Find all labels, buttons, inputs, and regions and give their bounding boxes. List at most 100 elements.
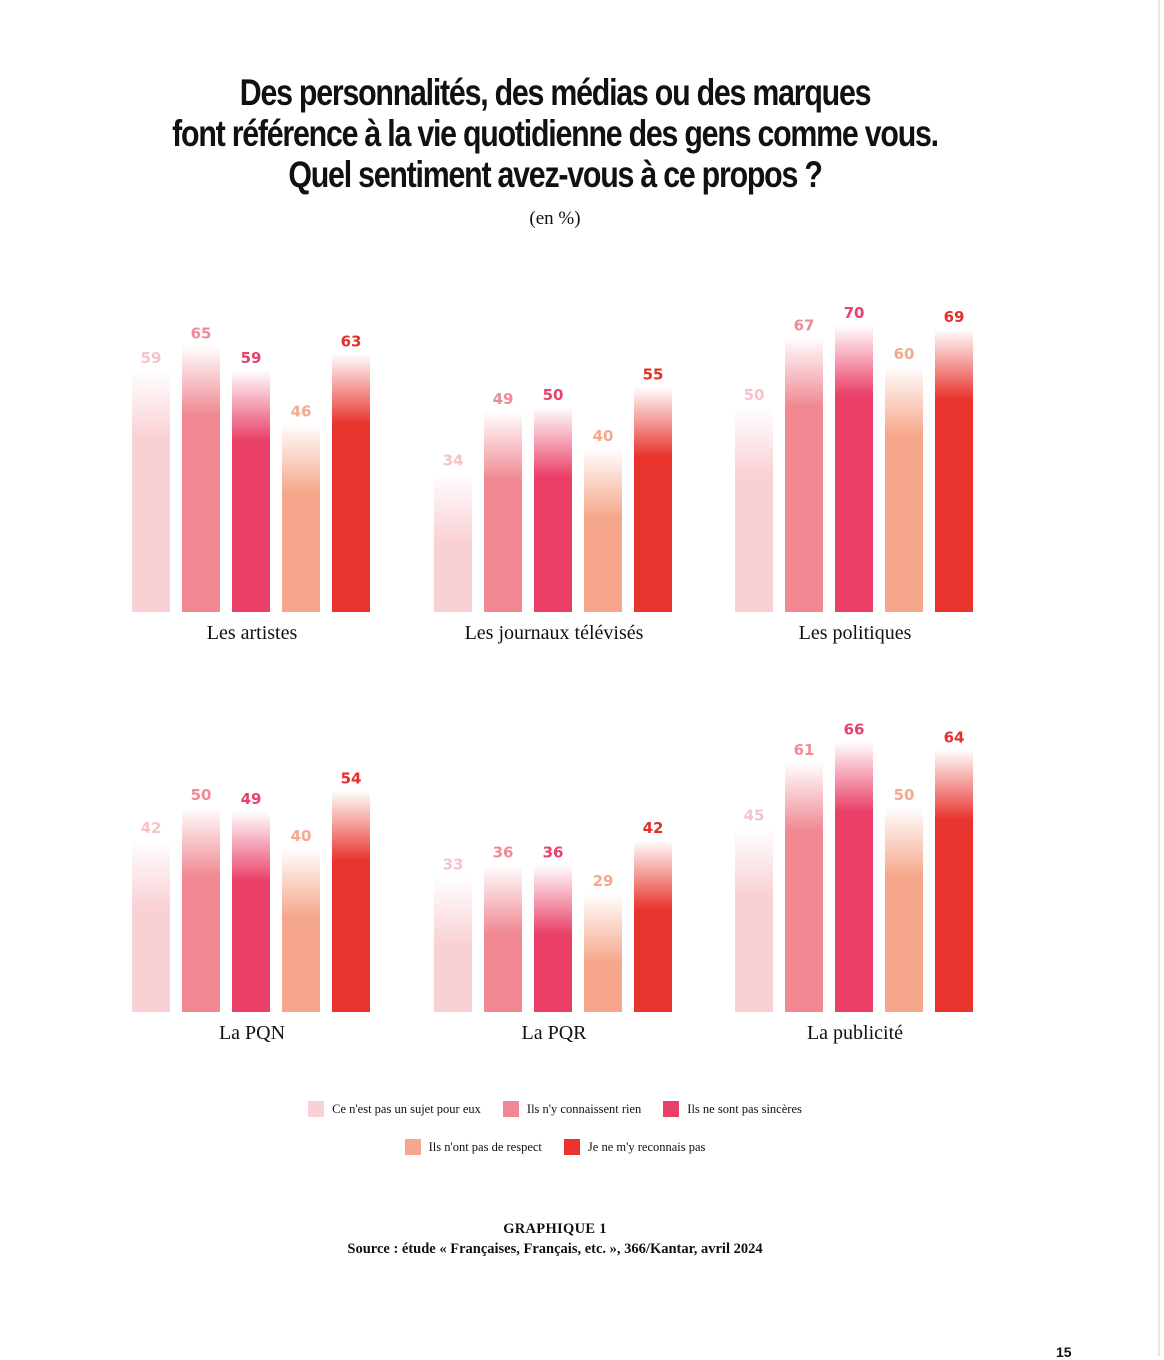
legend-swatch (563, 1139, 580, 1155)
legend-swatch (404, 1139, 421, 1155)
bar-group-4: 42 50 49 40 54 La PQN (132, 672, 392, 1092)
bar-group-6: 45 61 66 50 64 La publicité (735, 672, 995, 1092)
bar-3-3 (835, 325, 873, 612)
bar-5-2 (484, 864, 522, 1012)
bar-3-5 (935, 329, 973, 612)
bar-2-1 (434, 472, 472, 612)
value-label-2-5: 55 (643, 366, 664, 384)
bar-3-2 (785, 337, 823, 612)
value-label-6-4: 50 (894, 786, 915, 804)
value-label-4-3: 49 (241, 790, 262, 808)
bar-group-2: 34 49 50 40 55 Les journaux télévisés (434, 272, 694, 692)
bar-group-svg: 33 36 36 29 42 (434, 819, 672, 1012)
bar-2-2 (484, 411, 522, 612)
bar-1-5 (332, 353, 370, 612)
bar-1-3 (232, 370, 270, 612)
value-label-1-3: 59 (241, 349, 262, 367)
group-label: La PQR (521, 1022, 587, 1044)
value-label-3-4: 60 (894, 345, 915, 363)
legend-label: Ce n'est pas un sujet pour eux (332, 1101, 481, 1116)
bar-5-4 (584, 893, 622, 1012)
value-label-2-3: 50 (543, 386, 564, 404)
value-label-6-1: 45 (744, 807, 765, 825)
value-label-6-3: 66 (844, 720, 865, 738)
bar-group-svg: 59 65 59 46 63 (132, 325, 370, 612)
value-label-1-4: 46 (291, 402, 312, 420)
value-label-4-1: 42 (141, 819, 162, 837)
value-label-3-5: 69 (944, 308, 965, 326)
legend-row-2: Ils n'ont pas de respect Je ne m'y reconn… (0, 1139, 1110, 1155)
bar-group-5: 33 36 36 29 42 La PQR (434, 672, 694, 1092)
legend-item: Ils ne sont pas sincères (663, 1101, 802, 1117)
value-label-4-4: 40 (291, 827, 312, 845)
value-label-5-5: 42 (643, 819, 664, 837)
legend-swatch (308, 1101, 325, 1117)
legend-label: Ils n'y connaissent rien (526, 1101, 642, 1116)
value-label-6-5: 64 (944, 729, 965, 747)
legend-label: Ils ne sont pas sincères (687, 1101, 802, 1116)
bar-1-2 (182, 345, 220, 612)
value-label-3-2: 67 (794, 316, 815, 334)
legend-label: Je ne m'y reconnais pas (587, 1139, 706, 1154)
bar-4-3 (232, 811, 270, 1012)
bar-3-1 (735, 407, 773, 612)
bar-group-1: 59 65 59 46 63 Les artistes (132, 272, 392, 692)
source-note: Source : étude « Françaises, Français, e… (347, 1241, 763, 1257)
title-line-3: Quel sentiment avez-vous à ce propos ? (288, 154, 822, 195)
value-label-2-2: 49 (493, 390, 514, 408)
bar-6-1 (735, 827, 773, 1012)
bar-4-4 (282, 848, 320, 1012)
value-label-1-5: 63 (341, 333, 362, 351)
bar-4-2 (182, 807, 220, 1012)
page-edge-rule (1158, 0, 1160, 1356)
legend-item: Je ne m'y reconnais pas (563, 1139, 706, 1155)
value-label-1-1: 59 (141, 349, 162, 367)
page-number: 15 (1056, 1344, 1072, 1360)
bar-1-4 (282, 423, 320, 612)
bar-1-1 (132, 370, 170, 612)
value-label-5-4: 29 (593, 872, 614, 890)
legend-row-1: Ce n'est pas un sujet pour eux Ils n'y co… (0, 1101, 1110, 1117)
legend-item: Ils n'y connaissent rien (502, 1101, 642, 1117)
bar-5-1 (434, 876, 472, 1012)
bar-2-5 (634, 386, 672, 612)
bar-group-3: 50 67 70 60 69 Les politiques (735, 272, 995, 692)
chart-title: Des personnalités, des médias ou des mar… (100, 72, 1010, 195)
legend-label: Ils n'ont pas de respect (428, 1139, 542, 1154)
bar-5-5 (634, 839, 672, 1012)
bar-4-5 (332, 790, 370, 1012)
value-label-3-1: 50 (744, 386, 765, 404)
bar-6-5 (935, 749, 973, 1012)
bar-2-3 (534, 407, 572, 612)
bar-2-4 (584, 448, 622, 612)
group-label: La publicité (806, 1022, 904, 1044)
group-label: La PQN (218, 1022, 286, 1044)
value-label-2-4: 40 (593, 427, 614, 445)
value-label-3-3: 70 (844, 304, 865, 322)
bar-group-svg: 42 50 49 40 54 (132, 770, 370, 1012)
value-label-5-3: 36 (543, 843, 564, 861)
title-line-2: font référence à la vie quotidienne des … (172, 113, 939, 154)
value-label-1-2: 65 (191, 325, 212, 343)
legend-item: Ils n'ont pas de respect (404, 1139, 542, 1155)
value-label-6-2: 61 (794, 741, 815, 759)
bar-6-2 (785, 761, 823, 1012)
group-label: Les journaux télévisés (464, 622, 644, 644)
value-label-4-2: 50 (191, 786, 212, 804)
value-label-5-2: 36 (493, 843, 514, 861)
value-label-2-1: 34 (443, 452, 464, 470)
bar-6-3 (835, 741, 873, 1012)
legend-swatch (502, 1101, 519, 1117)
bar-5-3 (534, 864, 572, 1012)
bar-group-svg: 50 67 70 60 69 (735, 304, 973, 612)
group-label: Les politiques (798, 622, 912, 644)
bar-3-4 (885, 366, 923, 612)
bar-4-1 (132, 839, 170, 1012)
legend-swatch (663, 1101, 680, 1117)
bar-group-svg: 34 49 50 40 55 (434, 366, 672, 612)
group-label: Les artistes (206, 622, 298, 644)
bar-6-4 (885, 807, 923, 1012)
figure-number: GRAPHIQUE 1 (503, 1221, 607, 1237)
value-label-5-1: 33 (443, 856, 464, 874)
legend-item: Ce n'est pas un sujet pour eux (308, 1101, 481, 1117)
